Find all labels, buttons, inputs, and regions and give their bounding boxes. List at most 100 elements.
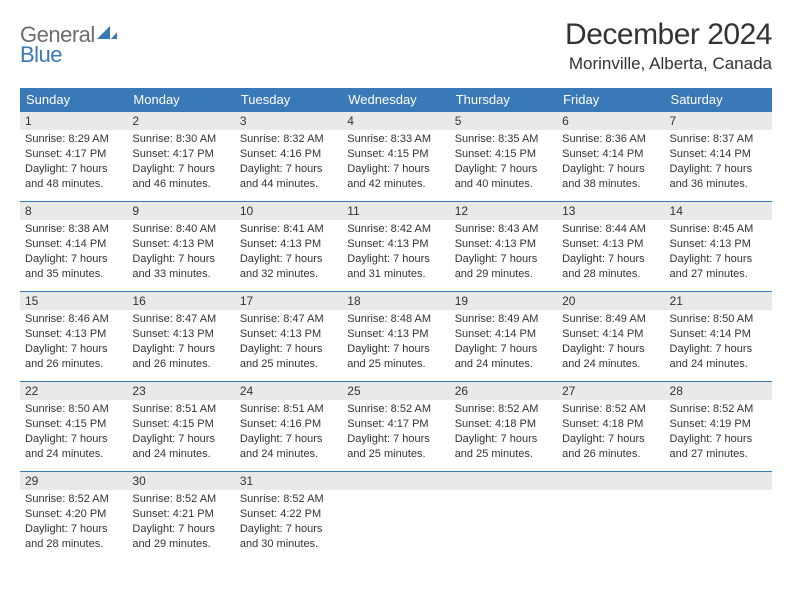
- sunset-text: Sunset: 4:17 PM: [132, 147, 229, 162]
- sunset-text: Sunset: 4:21 PM: [132, 507, 229, 522]
- sunset-text: Sunset: 4:15 PM: [132, 417, 229, 432]
- sunset-text: Sunset: 4:15 PM: [25, 417, 122, 432]
- daylight-text-2: and 24 minutes.: [562, 357, 659, 372]
- daylight-text-1: Daylight: 7 hours: [240, 432, 337, 447]
- day-number: 23: [127, 382, 234, 400]
- sunset-text: Sunset: 4:18 PM: [562, 417, 659, 432]
- sunset-text: Sunset: 4:16 PM: [240, 147, 337, 162]
- calendar-day-cell: 17Sunrise: 8:47 AMSunset: 4:13 PMDayligh…: [235, 292, 342, 382]
- logo-text-blue: Blue: [20, 42, 62, 67]
- daylight-text-2: and 42 minutes.: [347, 177, 444, 192]
- daylight-text-2: and 35 minutes.: [25, 267, 122, 282]
- daylight-text-2: and 38 minutes.: [562, 177, 659, 192]
- calendar-day-cell: 16Sunrise: 8:47 AMSunset: 4:13 PMDayligh…: [127, 292, 234, 382]
- weekday-header: Friday: [557, 88, 664, 112]
- sunrise-text: Sunrise: 8:30 AM: [132, 132, 229, 147]
- calendar-table: Sunday Monday Tuesday Wednesday Thursday…: [20, 88, 772, 562]
- sunrise-text: Sunrise: 8:52 AM: [25, 492, 122, 507]
- day-number: 10: [235, 202, 342, 220]
- sunrise-text: Sunrise: 8:37 AM: [670, 132, 767, 147]
- sunset-text: Sunset: 4:17 PM: [347, 417, 444, 432]
- day-number: 27: [557, 382, 664, 400]
- day-number: 7: [665, 112, 772, 130]
- sunrise-text: Sunrise: 8:32 AM: [240, 132, 337, 147]
- sunrise-text: Sunrise: 8:52 AM: [347, 402, 444, 417]
- daylight-text-1: Daylight: 7 hours: [347, 162, 444, 177]
- calendar-day-cell: 22Sunrise: 8:50 AMSunset: 4:15 PMDayligh…: [20, 382, 127, 472]
- daylight-text-1: Daylight: 7 hours: [347, 342, 444, 357]
- sunrise-text: Sunrise: 8:40 AM: [132, 222, 229, 237]
- sunset-text: Sunset: 4:13 PM: [240, 237, 337, 252]
- calendar-day-cell: [665, 472, 772, 562]
- daylight-text-1: Daylight: 7 hours: [132, 342, 229, 357]
- sunset-text: Sunset: 4:18 PM: [455, 417, 552, 432]
- daylight-text-2: and 29 minutes.: [455, 267, 552, 282]
- day-number: 26: [450, 382, 557, 400]
- sunset-text: Sunset: 4:13 PM: [347, 327, 444, 342]
- day-details: Sunrise: 8:32 AMSunset: 4:16 PMDaylight:…: [235, 130, 342, 195]
- day-details: Sunrise: 8:30 AMSunset: 4:17 PMDaylight:…: [127, 130, 234, 195]
- daylight-text-2: and 28 minutes.: [562, 267, 659, 282]
- calendar-day-cell: 13Sunrise: 8:44 AMSunset: 4:13 PMDayligh…: [557, 202, 664, 292]
- daylight-text-1: Daylight: 7 hours: [25, 432, 122, 447]
- day-number: 4: [342, 112, 449, 130]
- sunset-text: Sunset: 4:13 PM: [562, 237, 659, 252]
- day-number: 6: [557, 112, 664, 130]
- daylight-text-2: and 26 minutes.: [25, 357, 122, 372]
- daylight-text-2: and 27 minutes.: [670, 267, 767, 282]
- calendar-day-cell: 3Sunrise: 8:32 AMSunset: 4:16 PMDaylight…: [235, 112, 342, 202]
- calendar-day-cell: 24Sunrise: 8:51 AMSunset: 4:16 PMDayligh…: [235, 382, 342, 472]
- day-number: 1: [20, 112, 127, 130]
- calendar-day-cell: 12Sunrise: 8:43 AMSunset: 4:13 PMDayligh…: [450, 202, 557, 292]
- calendar-day-cell: 8Sunrise: 8:38 AMSunset: 4:14 PMDaylight…: [20, 202, 127, 292]
- day-number: 24: [235, 382, 342, 400]
- daylight-text-1: Daylight: 7 hours: [25, 252, 122, 267]
- sunset-text: Sunset: 4:13 PM: [132, 327, 229, 342]
- day-details: Sunrise: 8:46 AMSunset: 4:13 PMDaylight:…: [20, 310, 127, 375]
- calendar-day-cell: 29Sunrise: 8:52 AMSunset: 4:20 PMDayligh…: [20, 472, 127, 562]
- day-details: Sunrise: 8:48 AMSunset: 4:13 PMDaylight:…: [342, 310, 449, 375]
- calendar-day-cell: [342, 472, 449, 562]
- calendar-day-cell: 25Sunrise: 8:52 AMSunset: 4:17 PMDayligh…: [342, 382, 449, 472]
- daylight-text-1: Daylight: 7 hours: [562, 432, 659, 447]
- day-number: 11: [342, 202, 449, 220]
- calendar-week-row: 8Sunrise: 8:38 AMSunset: 4:14 PMDaylight…: [20, 202, 772, 292]
- calendar-day-cell: [557, 472, 664, 562]
- calendar-week-row: 1Sunrise: 8:29 AMSunset: 4:17 PMDaylight…: [20, 112, 772, 202]
- sunrise-text: Sunrise: 8:42 AM: [347, 222, 444, 237]
- sunset-text: Sunset: 4:17 PM: [25, 147, 122, 162]
- sunset-text: Sunset: 4:13 PM: [240, 327, 337, 342]
- weekday-header: Thursday: [450, 88, 557, 112]
- sunrise-text: Sunrise: 8:45 AM: [670, 222, 767, 237]
- day-details: Sunrise: 8:41 AMSunset: 4:13 PMDaylight:…: [235, 220, 342, 285]
- daylight-text-1: Daylight: 7 hours: [562, 162, 659, 177]
- day-number: 29: [20, 472, 127, 490]
- daylight-text-1: Daylight: 7 hours: [562, 252, 659, 267]
- daylight-text-1: Daylight: 7 hours: [455, 162, 552, 177]
- daylight-text-2: and 25 minutes.: [240, 357, 337, 372]
- calendar-day-cell: 4Sunrise: 8:33 AMSunset: 4:15 PMDaylight…: [342, 112, 449, 202]
- sunrise-text: Sunrise: 8:50 AM: [25, 402, 122, 417]
- day-details: Sunrise: 8:50 AMSunset: 4:14 PMDaylight:…: [665, 310, 772, 375]
- daylight-text-1: Daylight: 7 hours: [240, 252, 337, 267]
- day-details: Sunrise: 8:51 AMSunset: 4:15 PMDaylight:…: [127, 400, 234, 465]
- sunrise-text: Sunrise: 8:50 AM: [670, 312, 767, 327]
- daylight-text-2: and 25 minutes.: [347, 447, 444, 462]
- day-details: Sunrise: 8:52 AMSunset: 4:18 PMDaylight:…: [557, 400, 664, 465]
- daylight-text-1: Daylight: 7 hours: [670, 342, 767, 357]
- calendar-day-cell: 11Sunrise: 8:42 AMSunset: 4:13 PMDayligh…: [342, 202, 449, 292]
- calendar-day-cell: 30Sunrise: 8:52 AMSunset: 4:21 PMDayligh…: [127, 472, 234, 562]
- daylight-text-2: and 26 minutes.: [132, 357, 229, 372]
- day-number: 28: [665, 382, 772, 400]
- sunset-text: Sunset: 4:22 PM: [240, 507, 337, 522]
- day-details: Sunrise: 8:37 AMSunset: 4:14 PMDaylight:…: [665, 130, 772, 195]
- day-details: Sunrise: 8:43 AMSunset: 4:13 PMDaylight:…: [450, 220, 557, 285]
- location-label: Morinville, Alberta, Canada: [565, 54, 772, 74]
- daylight-text-1: Daylight: 7 hours: [25, 342, 122, 357]
- calendar-body: 1Sunrise: 8:29 AMSunset: 4:17 PMDaylight…: [20, 112, 772, 562]
- day-number-empty: [342, 472, 449, 490]
- daylight-text-1: Daylight: 7 hours: [347, 252, 444, 267]
- sunrise-text: Sunrise: 8:52 AM: [132, 492, 229, 507]
- daylight-text-2: and 44 minutes.: [240, 177, 337, 192]
- daylight-text-2: and 27 minutes.: [670, 447, 767, 462]
